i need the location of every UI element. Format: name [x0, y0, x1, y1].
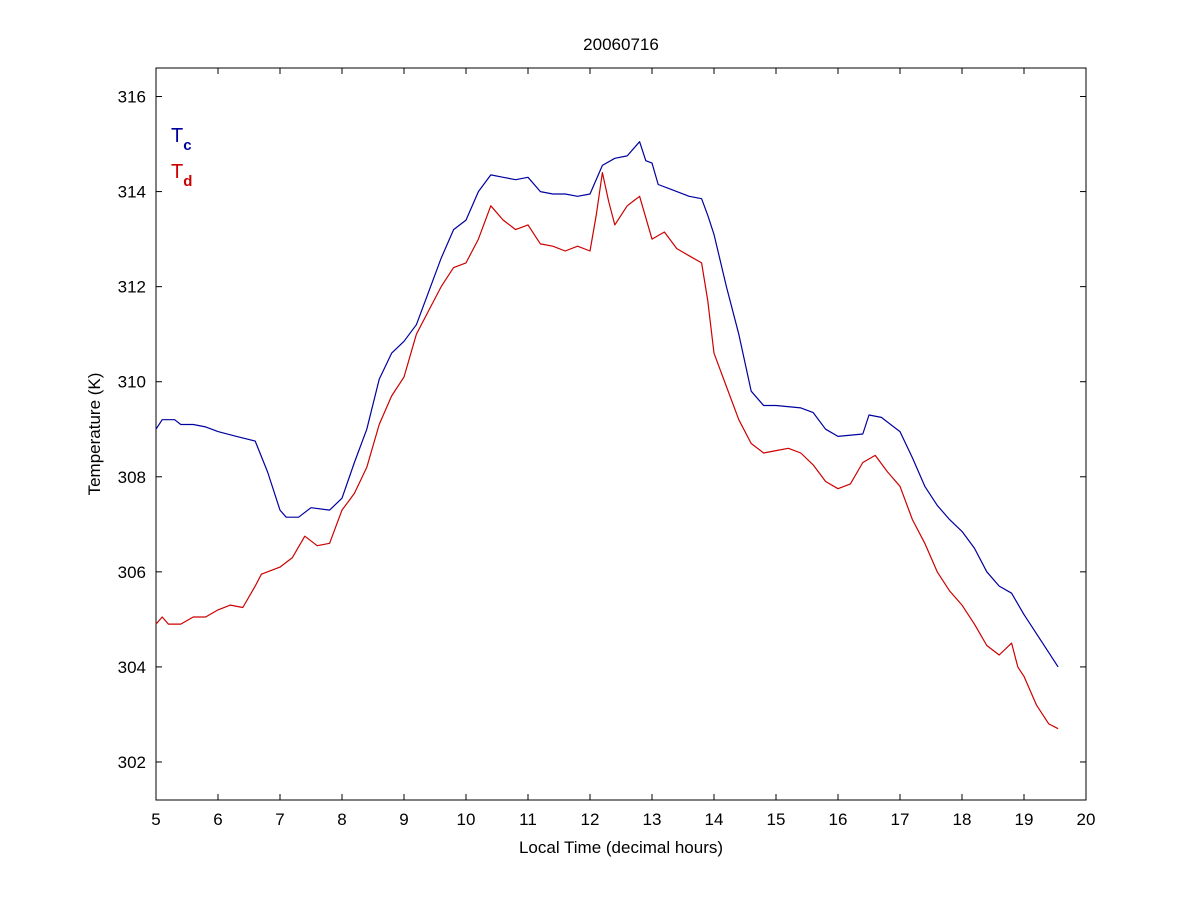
x-tick-label: 10 — [457, 810, 476, 829]
plot-area — [155, 67, 1087, 801]
x-tick-label: 12 — [581, 810, 600, 829]
x-tick-label: 18 — [953, 810, 972, 829]
chart-title: 20060716 — [583, 35, 659, 54]
x-axis-label: Local Time (decimal hours) — [519, 838, 723, 857]
y-tick-label: 304 — [118, 658, 146, 677]
y-axis-label: Temperature (K) — [85, 373, 104, 496]
y-tick-label: 306 — [118, 563, 146, 582]
x-tick-label: 15 — [767, 810, 786, 829]
x-tick-label: 7 — [275, 810, 284, 829]
legend-entry-subscript: c — [183, 137, 191, 154]
ticks-layer: 5 6 7 8 9 10 11 12 13 14 15 16 17 18 19 20 302 304 306 308 3… — [118, 68, 1096, 829]
legend-entry-t-d: Td — [171, 161, 192, 190]
y-tick-label: 310 — [118, 373, 146, 392]
x-tick-label: 8 — [337, 810, 346, 829]
y-tick-label: 302 — [118, 753, 146, 772]
x-tick-label: 11 — [519, 810, 537, 829]
series-layer — [155, 141, 1059, 730]
legend-entry-t-c: Tc — [171, 125, 192, 154]
y-tick-label: 314 — [118, 183, 146, 202]
y-tick-label: 308 — [118, 468, 146, 487]
legend-entry-symbol: T — [171, 161, 183, 183]
series-line-t-c — [155, 141, 1059, 668]
x-tick-label: 14 — [705, 810, 724, 829]
x-tick-label: 13 — [643, 810, 662, 829]
x-tick-label: 17 — [891, 810, 910, 829]
y-tick-label: 316 — [118, 88, 146, 107]
series-line-t-d — [155, 172, 1059, 730]
legend-entry-symbol: T — [171, 125, 183, 147]
x-tick-label: 16 — [829, 810, 848, 829]
x-tick-label: 5 — [151, 810, 160, 829]
x-tick-label: 20 — [1077, 810, 1096, 829]
x-tick-label: 9 — [399, 810, 408, 829]
x-tick-label: 19 — [1015, 810, 1034, 829]
x-tick-label: 6 — [213, 810, 222, 829]
legend-entry-subscript: d — [183, 173, 192, 190]
y-tick-label: 312 — [118, 278, 146, 297]
